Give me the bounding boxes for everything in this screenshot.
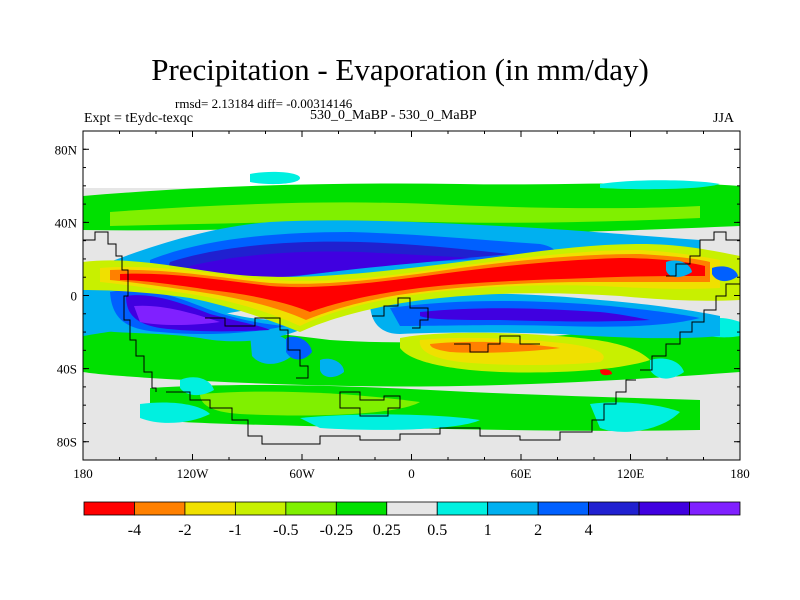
colorbar-label: -4: [128, 522, 141, 539]
colorbar-swatch: [335, 501, 388, 516]
contour-region: [600, 369, 612, 376]
colorbar-swatch: [588, 501, 640, 516]
season-label: JJA: [713, 111, 735, 126]
contour-region: [134, 305, 220, 325]
colorbar-label: -1: [229, 522, 242, 539]
y-tick-label: 0: [71, 289, 78, 304]
colorbar-swatch: [436, 501, 489, 516]
colorbar-swatch: [487, 501, 539, 516]
colorbar-swatch: [234, 501, 287, 516]
contour-region: [600, 180, 720, 190]
map-field: [83, 131, 740, 460]
y-tick-label: 80N: [55, 142, 78, 157]
colorbar-swatch: [285, 501, 337, 516]
colorbar-label: 0.25: [373, 522, 401, 539]
contour-region: [120, 258, 705, 312]
x-tick-label: 180: [73, 466, 93, 481]
contour-region: [430, 341, 560, 353]
contour-region: [320, 358, 344, 378]
colorbar: -4 -2 -1 -0.5 -0.25 0.25 0.5 1 2 4: [83, 501, 741, 539]
colorbar-label: 1: [484, 522, 492, 539]
contour-region: [110, 202, 700, 226]
contour-region: [180, 377, 214, 396]
x-tick-label: 60W: [289, 466, 315, 481]
colorbar-swatch: [83, 501, 135, 516]
colorbar-swatch: [638, 501, 690, 516]
colorbar-label: 0.5: [427, 522, 447, 539]
contour-region: [590, 402, 680, 432]
stats-label: rmsd= 2.13184 diff= -0.00314146: [175, 96, 353, 111]
coastlines: [83, 231, 740, 445]
contour-region: [712, 266, 738, 282]
experiment-label: Expt = tEydc-texqc: [84, 111, 193, 126]
colorbar-swatch: [689, 501, 741, 516]
x-axis: 180 120W 60W 0 60E 120E 180: [73, 131, 750, 481]
x-tick-label: 180: [730, 466, 750, 481]
y-tick-label: 80S: [57, 435, 77, 450]
contour-region: [200, 391, 420, 416]
contour-region: [286, 336, 312, 360]
colorbar-swatch: [537, 501, 590, 516]
contour-region: [250, 332, 296, 364]
x-tick-label: 0: [408, 466, 415, 481]
contour-region: [250, 171, 300, 185]
colorbar-label: 2: [534, 522, 542, 539]
x-tick-label: 120E: [617, 466, 645, 481]
chart-title: Precipitation - Evaporation (in mm/day): [151, 52, 649, 87]
colorbar-label: -2: [178, 522, 191, 539]
x-tick-label: 120W: [177, 466, 210, 481]
contour-region: [140, 402, 210, 423]
colorbar-swatch: [386, 501, 438, 516]
colorbar-label: -0.25: [320, 522, 353, 539]
x-tick-label: 60E: [511, 466, 532, 481]
colorbar-swatch: [134, 501, 186, 516]
y-tick-label: 40N: [55, 215, 78, 230]
contour-region: [666, 260, 692, 278]
contour-region: [189, 251, 470, 281]
contour-region: [650, 358, 684, 379]
contour-region: [300, 414, 480, 430]
colorbar-swatch: [184, 501, 236, 516]
contour-region: [420, 308, 650, 322]
period-label: 530_0_MaBP - 530_0_MaBP: [310, 108, 477, 123]
colorbar-label: -0.5: [273, 522, 298, 539]
y-axis: 80N 40N 0 40S 80S: [55, 130, 740, 461]
y-tick-label: 40S: [57, 362, 77, 377]
colorbar-label: 4: [585, 522, 593, 539]
